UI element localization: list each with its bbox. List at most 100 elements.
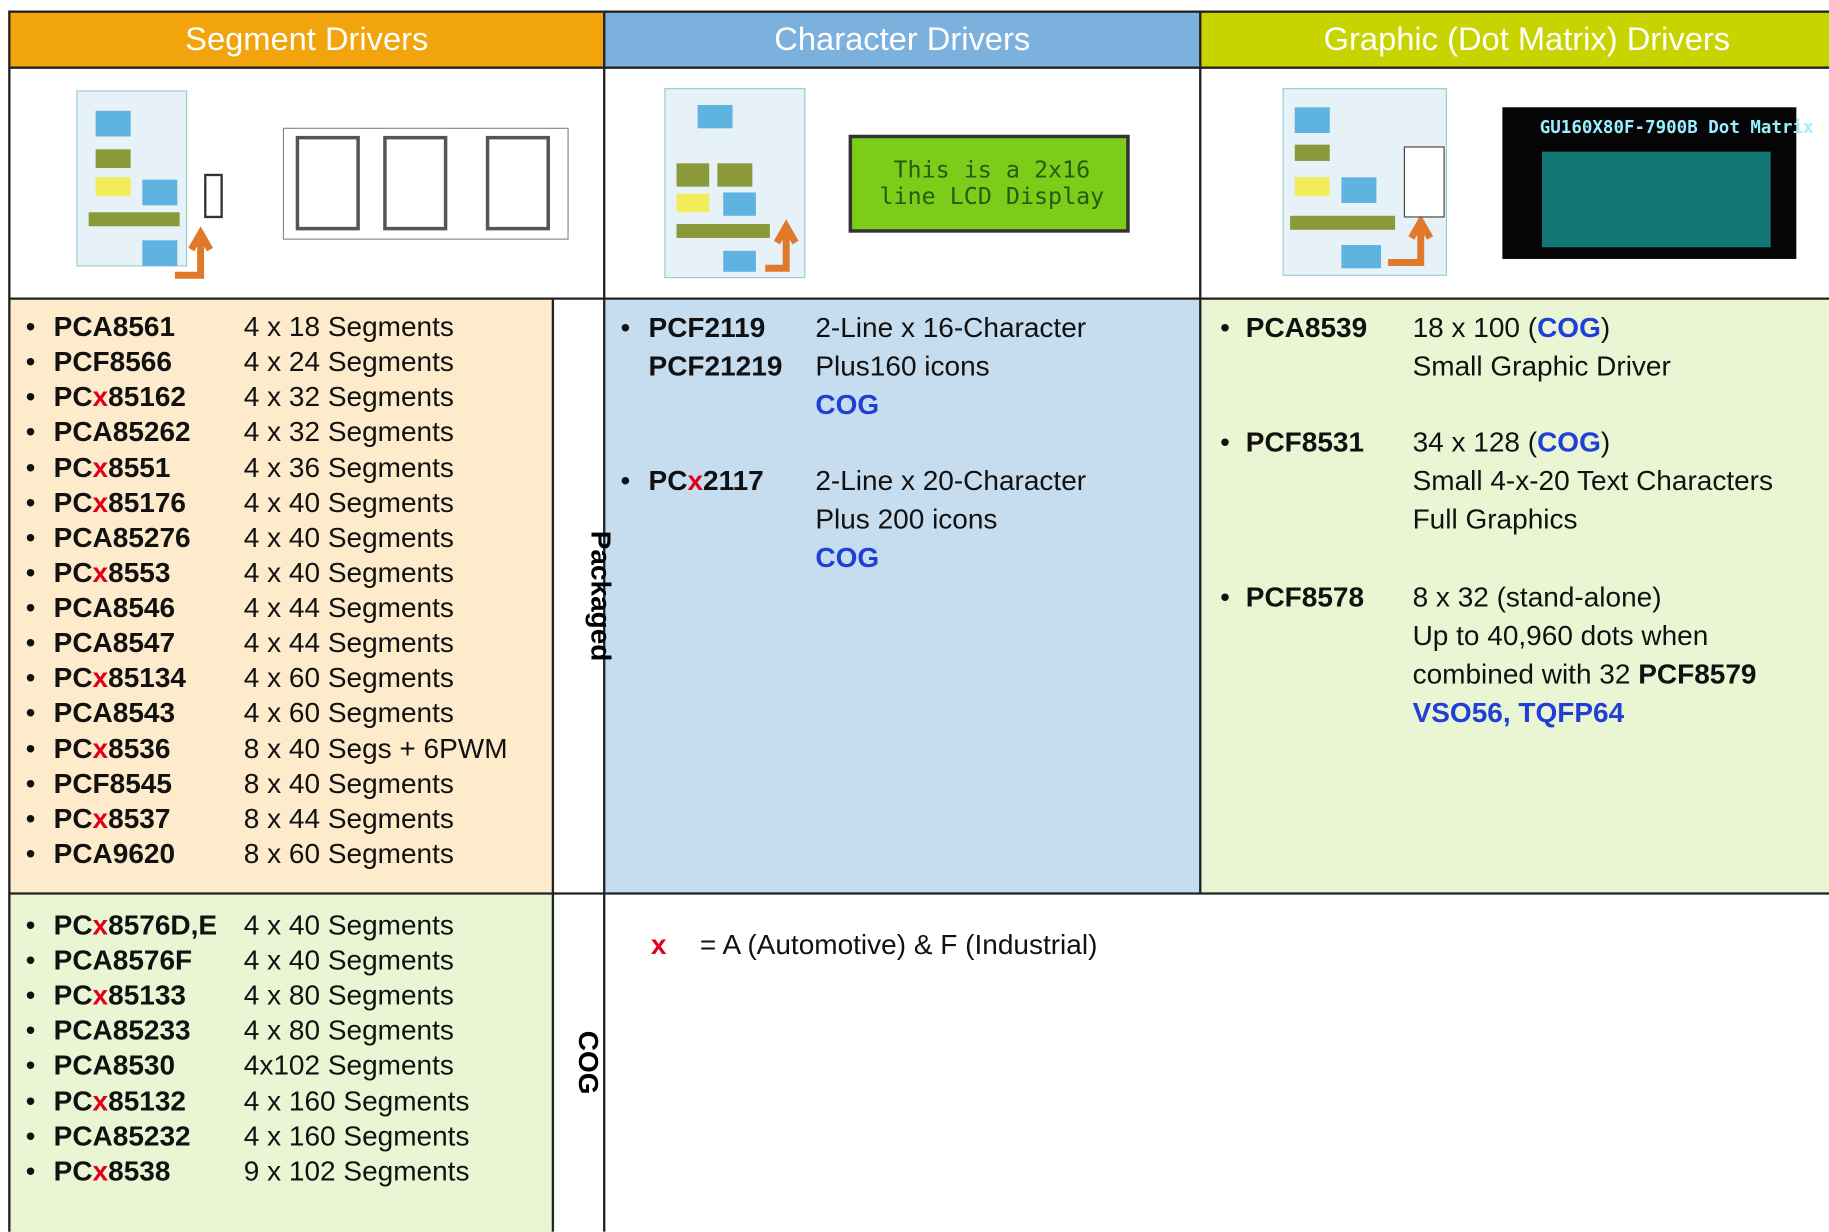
part-name: PC [53, 980, 93, 1012]
part-spec: 4 x 18 Segments [243, 311, 454, 343]
bullet: • [25, 662, 36, 695]
part-name: 85132 [108, 1085, 186, 1117]
bullet: • [620, 465, 631, 497]
part-name: PCA8543 [53, 698, 176, 730]
part-number: PCF8545 [54, 768, 172, 801]
bullet: • [25, 592, 36, 625]
part-name: x [92, 487, 109, 519]
part-number: PCA8576F [54, 945, 192, 978]
part-spec: 8 x 60 Segments [243, 838, 454, 871]
column-header: Character Drivers [774, 20, 1031, 58]
spec-part: 34 x 128 ( [1412, 426, 1538, 459]
row-label: COG [571, 1030, 604, 1095]
part-name: PCA8576F [53, 944, 193, 977]
bullet: • [25, 381, 36, 414]
cog-cell [9, 893, 553, 1232]
part-spec: 34 x 128 (COG) [1413, 427, 1611, 460]
part-name: PC [53, 381, 93, 414]
part-number: PCx85176 [54, 487, 186, 520]
part-spec: 4x102 Segments [243, 1050, 454, 1082]
bullet: • [25, 1050, 36, 1082]
part-number: PCA85276 [54, 522, 191, 555]
part-name: PC [53, 1085, 93, 1117]
part-number: PCF8578 [1245, 582, 1365, 614]
part-spec: 4 x 80 Segments [243, 980, 454, 1012]
part-spec: 8 x 40 Segs + 6PWM [243, 733, 508, 765]
part-name: x [92, 557, 109, 589]
part-spec: 2-Line x 20-Character [815, 465, 1087, 497]
part-spec: 4 x 60 Segments [243, 698, 454, 730]
part-number: PCx8538 [54, 1156, 171, 1189]
bullet: • [25, 557, 36, 589]
spec-part: 8 x 32 (stand-alone) [1412, 582, 1662, 614]
row-label: Packaged [584, 530, 616, 662]
part-name: PC [53, 733, 93, 765]
part-name: x [92, 662, 109, 695]
package: COG [815, 389, 880, 422]
spec-line: Full Graphics [1413, 504, 1578, 537]
bullet: • [25, 522, 36, 554]
part-number: PCx8576D,E [54, 910, 217, 943]
part-name: 85134 [108, 662, 186, 695]
spec-part: COG [1537, 426, 1601, 459]
part-spec: 8 x 40 Segments [243, 768, 454, 800]
lcd-line: line LCD Display [879, 181, 1105, 210]
bullet: • [620, 312, 631, 345]
part-name: 8551 [108, 452, 171, 484]
part-name: x [92, 1155, 109, 1188]
part-name: PCA8530 [53, 1050, 176, 1082]
bullet: • [25, 416, 36, 449]
spec-part: ) [1600, 312, 1611, 345]
bullet: • [25, 733, 36, 765]
bullet: • [25, 346, 36, 379]
part-number: PCF2119 [648, 312, 766, 345]
part-spec: 4 x 80 Segments [243, 1015, 454, 1047]
part-name: PC [53, 909, 93, 942]
header-cell [9, 11, 605, 68]
part-name: PC [648, 465, 688, 497]
bullet: • [25, 1155, 36, 1188]
part-number: PCF8579 [1638, 659, 1757, 691]
lcd-line: This is a 2x16 [893, 155, 1091, 184]
part-name: x [92, 803, 109, 835]
part-name: 8537 [108, 803, 171, 835]
part-spec: 9 x 102 Segments [243, 1155, 470, 1188]
bullet: • [25, 944, 36, 977]
part-name: 8553 [108, 557, 171, 589]
part-number: PCF8566 [54, 347, 172, 380]
part-number: PCx85134 [54, 663, 186, 696]
part-spec: 4 x 160 Segments [243, 1085, 470, 1117]
part-name: 2117 [703, 465, 764, 497]
part-name: x [92, 1085, 109, 1117]
character-diagram [664, 88, 1130, 279]
part-spec: 4 x 40 Segments [243, 909, 454, 942]
column-header: Segment Drivers [185, 20, 429, 58]
part-name: x [92, 980, 109, 1012]
bullet: • [25, 452, 36, 484]
part-name: x [92, 452, 109, 484]
spec-text: Full Graphics [1412, 503, 1578, 536]
part-number: PCA85262 [54, 417, 191, 450]
bullet: • [25, 768, 36, 800]
part-number: PCF21219 [648, 351, 783, 383]
spec-line: Small Graphic Driver [1413, 351, 1671, 384]
part-spec: 8 x 32 (stand-alone) [1413, 582, 1662, 615]
part-name: PCA8561 [53, 311, 176, 343]
part-spec: 4 x 40 Segments [243, 487, 454, 519]
packaged-cell [9, 298, 553, 894]
bullet: • [1220, 426, 1230, 459]
part-number: PCA8561 [54, 311, 175, 344]
part-name: x [92, 733, 109, 765]
spec-part: COG [1537, 312, 1601, 345]
spec-text: Small 4-x-20 Text Characters [1412, 465, 1774, 497]
part-number: PCF8531 [1245, 426, 1365, 459]
part-name: PC [53, 487, 93, 519]
part-name: x [92, 381, 109, 414]
bullet: • [25, 487, 36, 519]
part-number: PCA8547 [54, 628, 175, 661]
part-spec: 4 x 36 Segments [243, 452, 454, 484]
part-number: PCx85133 [54, 980, 186, 1013]
